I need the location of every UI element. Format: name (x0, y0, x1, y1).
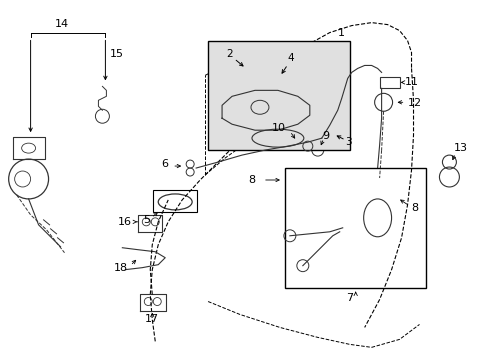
Text: 3: 3 (344, 137, 350, 147)
Text: 18: 18 (114, 263, 128, 273)
Text: 10: 10 (271, 123, 285, 133)
Text: 17: 17 (145, 314, 159, 324)
Text: 15: 15 (109, 49, 123, 59)
Text: 1: 1 (338, 28, 345, 37)
Bar (208, 41, 349, 150)
Text: 14: 14 (55, 19, 69, 28)
Text: 13: 13 (452, 143, 467, 153)
Bar (153, 190, 197, 212)
Text: 11: 11 (404, 77, 418, 87)
Text: 8: 8 (247, 175, 254, 185)
Text: 4: 4 (287, 54, 294, 63)
Text: 6: 6 (161, 159, 168, 169)
Text: 9: 9 (321, 131, 328, 141)
Text: 5: 5 (143, 215, 150, 225)
Text: 16: 16 (118, 217, 132, 227)
Text: 7: 7 (346, 293, 352, 302)
Text: 2: 2 (225, 49, 232, 59)
Bar (285, 168, 426, 288)
Bar (379, 77, 399, 88)
Text: 8: 8 (411, 203, 418, 213)
Text: 12: 12 (407, 98, 421, 108)
